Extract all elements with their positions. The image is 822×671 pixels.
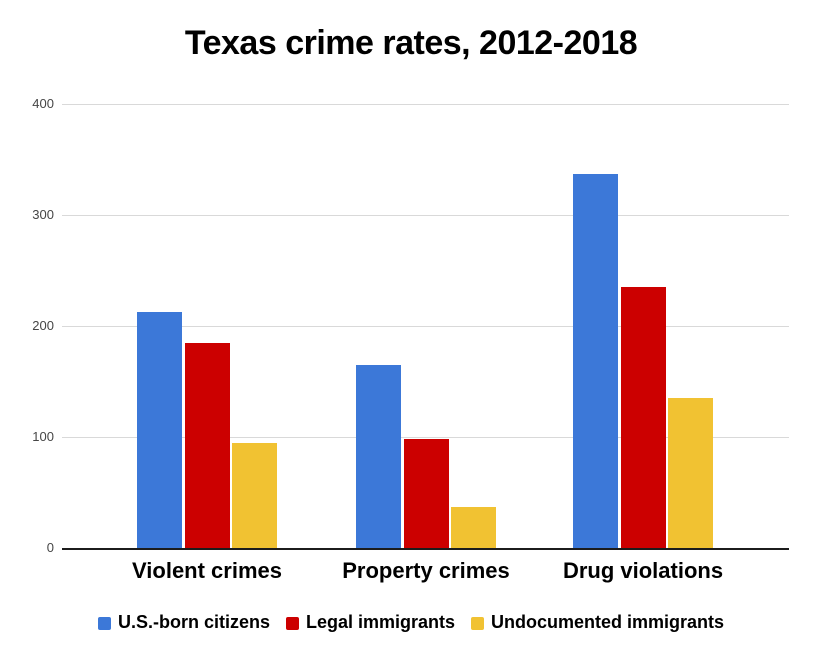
category-label-violent-crimes: Violent crimes bbox=[132, 558, 282, 583]
legend: U.S.-born citizens Legal immigrants Undo… bbox=[0, 612, 822, 633]
bar-u-s-born-citizens-property-crimes[interactable] bbox=[356, 364, 401, 548]
bar-legal-immigrants-violent-crimes[interactable] bbox=[184, 342, 230, 548]
bar-undocumented-immigrants-property-crimes[interactable] bbox=[451, 506, 496, 548]
gridline-300 bbox=[62, 215, 789, 216]
gridline-200 bbox=[62, 326, 789, 327]
plot-area bbox=[62, 104, 789, 550]
bar-group-drug-violations bbox=[573, 173, 713, 548]
gridline-400 bbox=[62, 104, 789, 105]
legend-swatch-red bbox=[285, 616, 299, 630]
bar-undocumented-immigrants-drug-violations[interactable] bbox=[668, 398, 713, 548]
legend-label: U.S.-born citizens bbox=[117, 612, 270, 632]
bar-legal-immigrants-drug-violations[interactable] bbox=[620, 287, 666, 548]
legend-item-undocumented-immigrants[interactable]: Undocumented immigrants bbox=[471, 612, 724, 633]
category-label-property-crimes: Property crimes bbox=[342, 558, 510, 583]
bar-legal-immigrants-property-crimes[interactable] bbox=[403, 439, 449, 548]
y-tick-label-300: 300 bbox=[32, 207, 54, 222]
y-tick-label-400: 400 bbox=[32, 96, 54, 111]
bar-u-s-born-citizens-violent-crimes[interactable] bbox=[137, 311, 182, 548]
legend-item-legal-immigrants[interactable]: Legal immigrants bbox=[285, 612, 456, 633]
y-tick-label-100: 100 bbox=[32, 429, 54, 444]
legend-swatch-yellow bbox=[471, 616, 485, 630]
legend-swatch-blue bbox=[97, 616, 111, 630]
legend-label: Legal immigrants bbox=[305, 612, 456, 632]
x-axis-labels: Violent crimes Property crimes Drug violat… bbox=[62, 558, 789, 590]
category-label-drug-violations: Drug violations bbox=[562, 558, 724, 583]
bar-group-property-crimes bbox=[356, 364, 496, 548]
bar-u-s-born-citizens-drug-violations[interactable] bbox=[573, 173, 618, 548]
chart-title: Texas crime rates, 2012-2018 bbox=[184, 24, 638, 62]
y-axis-labels: 0 100 200 300 400 bbox=[0, 96, 54, 555]
y-tick-label-200: 200 bbox=[32, 318, 54, 333]
legend-item-us-born-citizens[interactable]: U.S.-born citizens bbox=[97, 612, 270, 633]
y-tick-label-0: 0 bbox=[46, 540, 54, 555]
bar-group-violent-crimes bbox=[137, 311, 277, 548]
legend-label: Undocumented immigrants bbox=[491, 612, 725, 632]
gridline-100 bbox=[62, 437, 789, 438]
bar-undocumented-immigrants-violent-crimes[interactable] bbox=[232, 442, 277, 548]
